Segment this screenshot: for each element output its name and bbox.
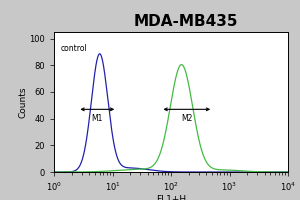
X-axis label: FL1+H: FL1+H [156,195,186,200]
Text: M2: M2 [181,114,193,123]
Text: control: control [61,44,88,53]
Y-axis label: Counts: Counts [19,86,28,118]
Text: MDA-MB435: MDA-MB435 [134,14,238,29]
Text: M1: M1 [92,114,103,123]
